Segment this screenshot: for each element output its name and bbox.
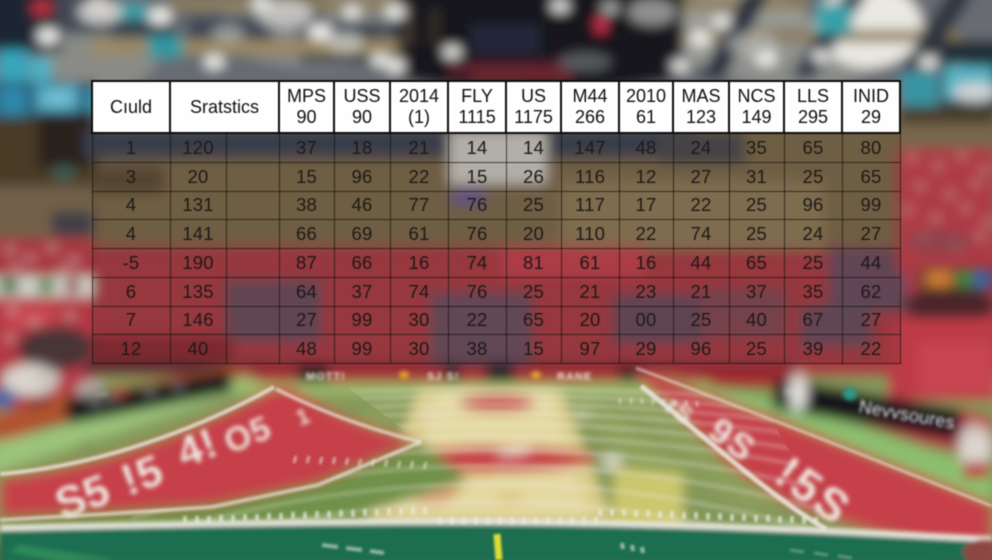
svg-text:MOTT!: MOTT! — [306, 371, 346, 383]
svg-text:RANE: RANE — [557, 371, 592, 383]
svg-text:SJ S!: SJ S! — [427, 371, 460, 383]
svg-text:≡≡: ≡≡ — [784, 386, 796, 398]
svg-text:▪ ▪▪▪: ▪ ▪▪▪ — [95, 389, 109, 400]
